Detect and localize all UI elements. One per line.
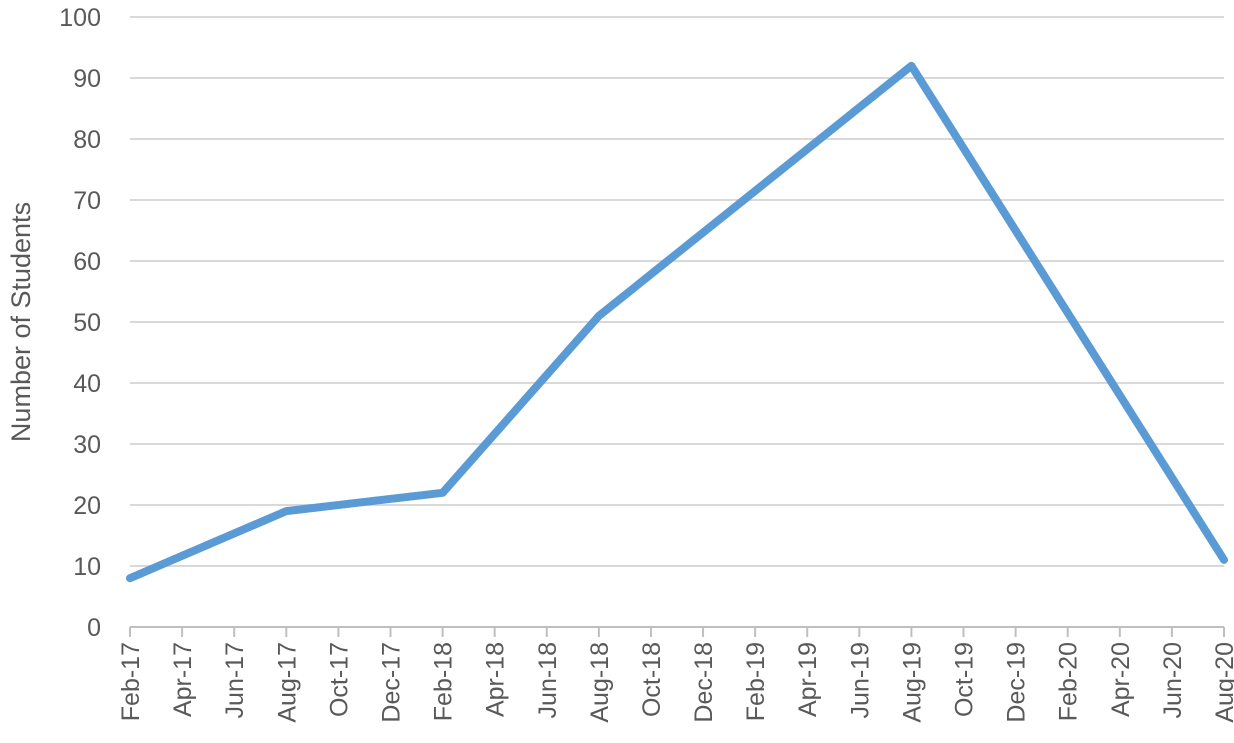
y-tick-label: 30 — [73, 431, 101, 459]
x-tick-label: Feb-19 — [742, 642, 770, 721]
gridlines — [130, 16, 1224, 567]
x-tick-label: Jun-20 — [1159, 642, 1187, 718]
series-line-0 — [126, 61, 1228, 583]
x-tick-label: Oct-19 — [951, 642, 979, 717]
x-tick-label: Dec-17 — [377, 642, 405, 723]
data-point — [910, 65, 912, 67]
y-tick-label: 70 — [73, 187, 101, 215]
x-tick-label: Feb-18 — [430, 642, 458, 721]
x-tick-label: Apr-20 — [1107, 642, 1135, 717]
x-tick-label: Apr-18 — [482, 642, 510, 717]
x-tick-label: Apr-17 — [169, 642, 197, 717]
data-point — [285, 510, 287, 512]
y-axis-title: Number of Students — [6, 202, 36, 442]
x-tick-label: Oct-17 — [325, 642, 353, 717]
x-tick-label: Feb-17 — [117, 642, 145, 721]
x-tick-label: Jun-19 — [846, 642, 874, 718]
y-tick-label: 100 — [59, 4, 101, 32]
x-tick-label: Aug-18 — [586, 642, 614, 723]
x-tick-label: Dec-19 — [1003, 642, 1031, 723]
y-tick-label: 0 — [87, 614, 101, 642]
y-axis-tick-labels: 0 10 20 30 40 50 60 70 80 90 100 — [59, 4, 101, 642]
data-point — [1223, 559, 1225, 561]
y-tick-label: 80 — [73, 126, 101, 154]
y-tick-label: 90 — [73, 65, 101, 93]
series-lines — [126, 61, 1228, 583]
y-tick-label: 20 — [73, 492, 101, 520]
x-tick-label: Oct-18 — [638, 642, 666, 717]
x-tick-label: Aug-20 — [1211, 642, 1234, 723]
x-tick-label: Feb-20 — [1055, 642, 1083, 721]
x-tick-label: Aug-19 — [898, 642, 926, 723]
data-point — [129, 577, 131, 579]
y-tick-label: 60 — [73, 248, 101, 276]
x-tick-label: Apr-19 — [794, 642, 822, 717]
x-tick-label: Dec-18 — [690, 642, 718, 723]
x-tick-label: Aug-17 — [273, 642, 301, 723]
data-point — [442, 492, 444, 494]
y-tick-label: 10 — [73, 553, 101, 581]
x-axis-tick-labels: Feb-17 Apr-17 Jun-17 Aug-17 Oct-17 Dec-17 Feb-… — [117, 642, 1234, 723]
x-axis — [129, 626, 1225, 637]
x-tick-label: Jun-18 — [534, 642, 562, 718]
y-tick-label: 40 — [73, 370, 101, 398]
x-tick-label: Jun-17 — [221, 642, 249, 718]
y-tick-label: 50 — [73, 309, 101, 337]
data-point — [598, 315, 600, 317]
